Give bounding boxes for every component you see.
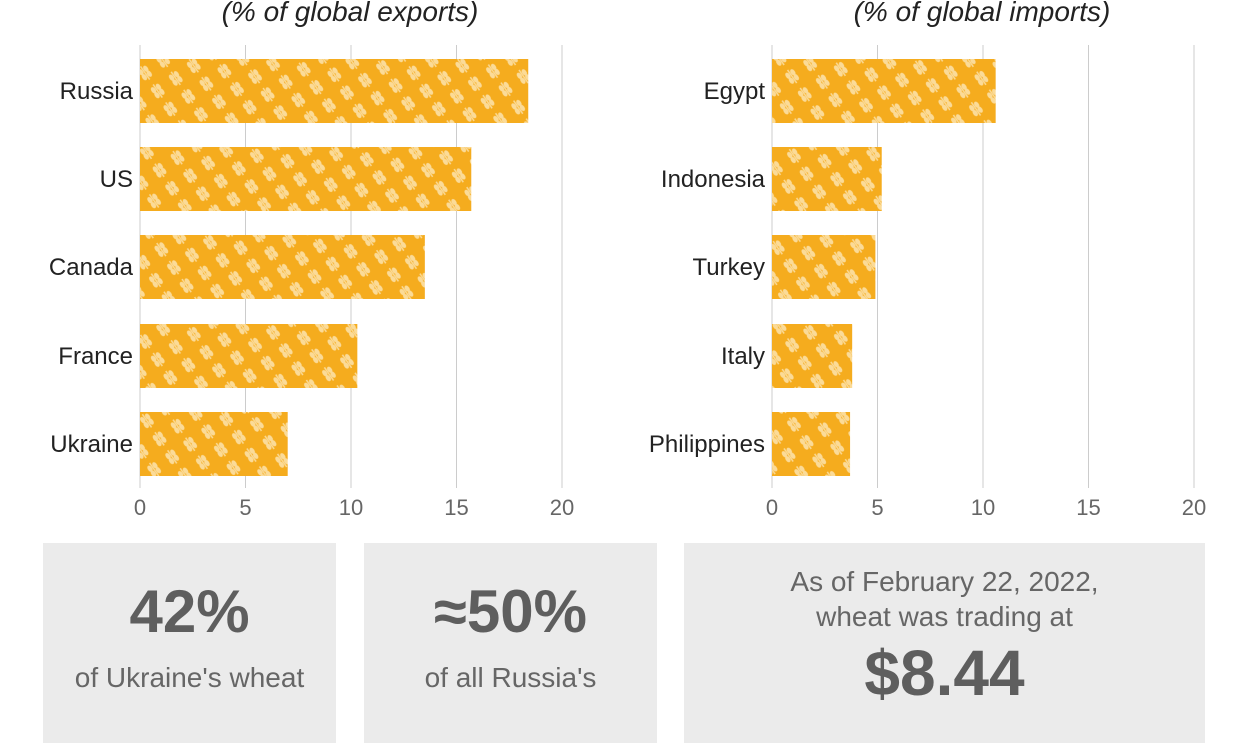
category-label: France	[58, 343, 133, 370]
category-label: Canada	[49, 254, 134, 281]
bar-egypt	[772, 59, 996, 123]
bar-canada	[140, 235, 425, 299]
exports-bar-chart: 0 5 10 15 20 Russia US Canada France Ukraine	[49, 45, 574, 520]
category-label: Indonesia	[661, 166, 766, 193]
x-tick-label: 20	[1182, 495, 1206, 520]
category-label: Philippines	[649, 431, 765, 458]
stat-value: ≈50%	[433, 578, 588, 645]
bar-russia	[140, 59, 529, 123]
x-tick-label: 5	[871, 495, 883, 520]
category-label: Russia	[60, 78, 134, 105]
stat-intro-line1: As of February 22, 2022,	[790, 566, 1099, 597]
x-tick-label: 15	[1076, 495, 1100, 520]
russia-wheat-stat-box: ≈50% of all Russia's	[364, 543, 657, 743]
category-label: Turkey	[693, 254, 765, 281]
x-tick-label: 5	[239, 495, 251, 520]
exports-chart-title: (% of global exports)	[221, 0, 479, 27]
bar-italy	[772, 324, 853, 388]
x-tick-label: 20	[550, 495, 574, 520]
category-label: Egypt	[704, 78, 766, 105]
stat-text: of all Russia's	[424, 662, 597, 693]
wheat-price-value: $8.44	[864, 637, 1025, 709]
category-label: US	[100, 166, 133, 193]
bar-us	[140, 147, 472, 211]
x-tick-label: 0	[766, 495, 778, 520]
bar-turkey	[772, 235, 876, 299]
imports-bar-chart: 0 5 10 15 20 Egypt Indonesia Turkey Italy Philipp…	[649, 45, 1206, 520]
x-tick-label: 10	[971, 495, 995, 520]
category-label: Ukraine	[50, 431, 133, 458]
wheat-price-stat-box: As of February 22, 2022, wheat was tradi…	[684, 543, 1205, 743]
ukraine-wheat-stat-box: 42% of Ukraine's wheat	[43, 543, 336, 743]
bar-ukraine	[140, 412, 288, 476]
bar-france	[140, 324, 358, 388]
x-tick-label: 10	[339, 495, 363, 520]
stat-text: of Ukraine's wheat	[74, 662, 305, 693]
x-tick-label: 15	[444, 495, 468, 520]
stat-intro-line2: wheat was trading at	[816, 601, 1073, 632]
bar-indonesia	[772, 147, 882, 211]
x-tick-label: 0	[134, 495, 146, 520]
imports-chart-title: (% of global imports)	[853, 0, 1111, 27]
category-label: Italy	[721, 343, 765, 370]
bar-philippines	[772, 412, 851, 476]
stat-value: 42%	[129, 578, 250, 645]
